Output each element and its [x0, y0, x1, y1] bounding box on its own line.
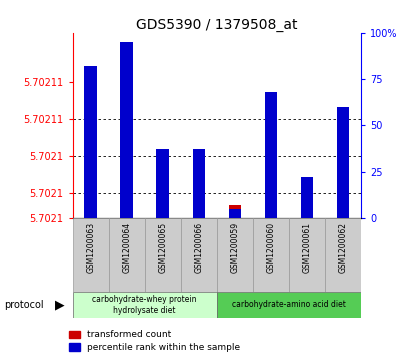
Bar	[229, 205, 241, 218]
Bar	[109, 218, 145, 292]
Bar	[300, 177, 313, 218]
Bar	[73, 292, 217, 318]
Bar	[217, 292, 361, 318]
Bar	[325, 218, 361, 292]
Text: GSM1200060: GSM1200060	[266, 221, 276, 273]
Bar	[337, 131, 349, 218]
Bar	[217, 218, 253, 292]
Bar	[120, 70, 133, 218]
Text: ▶: ▶	[55, 298, 65, 311]
Text: GSM1200066: GSM1200066	[194, 221, 203, 273]
Bar	[145, 218, 181, 292]
Bar	[156, 149, 169, 218]
Bar	[337, 107, 349, 218]
Text: GSM1200063: GSM1200063	[86, 221, 95, 273]
Bar	[253, 218, 289, 292]
Bar	[193, 149, 205, 218]
Bar	[265, 92, 277, 218]
Bar	[84, 66, 97, 218]
Bar	[300, 181, 313, 218]
Text: GSM1200065: GSM1200065	[158, 221, 167, 273]
Bar	[156, 168, 169, 218]
Text: GSM1200062: GSM1200062	[339, 221, 347, 273]
Bar	[73, 218, 109, 292]
Bar	[193, 168, 205, 218]
Bar	[289, 218, 325, 292]
Text: protocol: protocol	[4, 300, 44, 310]
Legend: transformed count, percentile rank within the sample: transformed count, percentile rank withi…	[69, 330, 240, 352]
Bar	[181, 218, 217, 292]
Text: carbohydrate-whey protein
hydrolysate diet: carbohydrate-whey protein hydrolysate di…	[93, 295, 197, 315]
Text: GSM1200059: GSM1200059	[230, 221, 239, 273]
Bar	[120, 42, 133, 218]
Bar	[229, 208, 241, 218]
Text: GSM1200064: GSM1200064	[122, 221, 131, 273]
Bar	[84, 107, 97, 218]
Title: GDS5390 / 1379508_at: GDS5390 / 1379508_at	[136, 18, 298, 32]
Text: carbohydrate-amino acid diet: carbohydrate-amino acid diet	[232, 301, 346, 309]
Bar	[265, 119, 277, 218]
Text: GSM1200061: GSM1200061	[303, 221, 312, 273]
